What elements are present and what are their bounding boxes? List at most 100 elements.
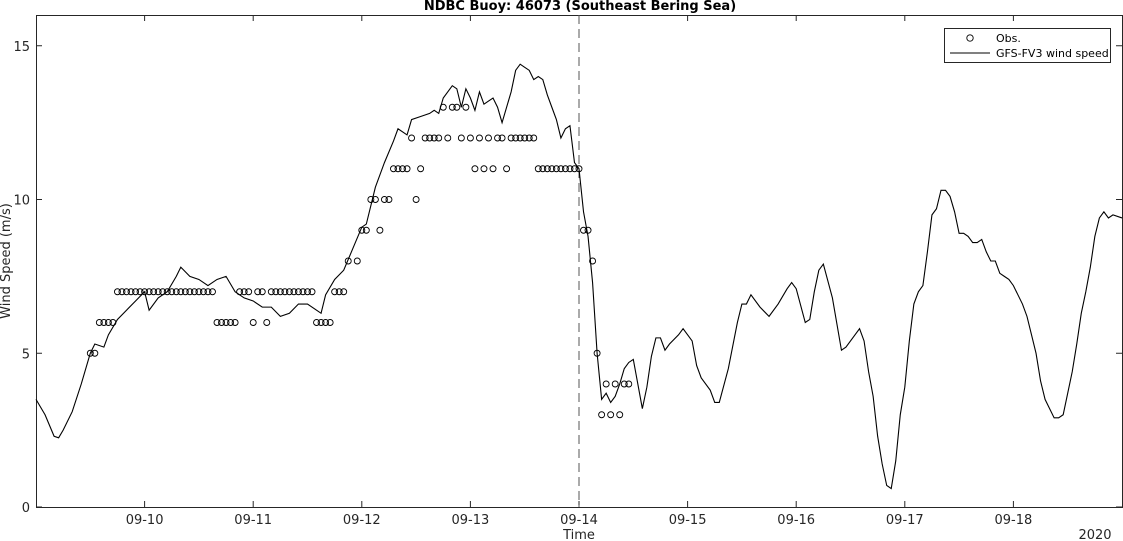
obs-point: [91, 349, 99, 357]
obs-point: [263, 319, 271, 326]
obs-point: [295, 288, 302, 296]
x-tick-label: 09-15: [669, 513, 707, 528]
obs-point: [507, 134, 515, 142]
obs-point: [444, 134, 452, 142]
obs-point: [494, 134, 501, 142]
obs-point: [258, 288, 266, 296]
obs-point: [209, 288, 216, 296]
obs-point: [195, 288, 203, 296]
obs-point: [525, 134, 533, 142]
y-axis: 0 5 10 15: [13, 40, 1122, 516]
obs-point: [290, 288, 298, 296]
obs-point: [611, 380, 619, 388]
obs-point: [390, 165, 397, 173]
obs-point: [276, 288, 284, 296]
obs-point: [159, 288, 167, 296]
obs-point: [86, 349, 94, 357]
obs-point: [362, 226, 370, 234]
obs-point: [453, 103, 461, 111]
obs-point: [154, 288, 162, 296]
obs-point: [109, 319, 117, 326]
obs-point: [267, 288, 275, 296]
obs-point: [313, 319, 320, 326]
x-tick-label: 09-12: [343, 513, 381, 528]
obs-point: [439, 103, 447, 111]
obs-point: [566, 165, 574, 173]
x-axis-label: Time: [562, 528, 595, 541]
obs-point: [227, 319, 235, 326]
obs-point: [521, 134, 529, 142]
obs-point: [213, 319, 221, 326]
obs-point: [385, 196, 393, 203]
obs-point: [607, 411, 615, 419]
obs-point: [430, 134, 438, 142]
obs-point: [281, 288, 289, 296]
obs-point: [417, 165, 425, 173]
obs-point: [620, 380, 628, 388]
year-label: 2020: [1078, 528, 1111, 541]
legend-label-obs: Obs.: [996, 32, 1021, 45]
obs-point: [172, 288, 180, 296]
y-tick-label: 10: [13, 194, 30, 209]
legend-label-model: GFS-FV3 wind speed: [996, 47, 1109, 60]
obs-point: [199, 288, 207, 296]
obs-point: [95, 319, 103, 326]
obs-point: [340, 288, 348, 296]
obs-point: [123, 288, 130, 296]
y-tick-label: 15: [13, 40, 30, 55]
obs-point: [127, 288, 135, 296]
obs-point: [557, 165, 565, 173]
legend: Obs. GFS-FV3 wind speed: [944, 28, 1111, 63]
obs-point: [380, 196, 388, 203]
obs-point: [394, 165, 402, 173]
obs-point: [100, 319, 108, 326]
obs-point: [326, 319, 334, 326]
obs-point: [249, 319, 257, 326]
obs-point: [245, 288, 253, 296]
y-axis-label: Wind Speed (m/s): [0, 203, 14, 319]
obs-point: [548, 165, 556, 173]
obs-point: [218, 319, 225, 326]
obs-point: [598, 411, 606, 419]
x-tick-label: 09-10: [126, 513, 164, 528]
obs-point: [503, 165, 511, 173]
obs-point: [593, 349, 601, 357]
obs-point: [136, 288, 144, 296]
obs-point: [457, 134, 465, 142]
obs-point: [512, 134, 520, 142]
obs-point: [421, 134, 429, 142]
obs-point: [132, 288, 140, 296]
obs-point: [322, 319, 330, 326]
obs-point: [353, 257, 361, 265]
obs-point: [462, 103, 470, 111]
obs-point: [516, 134, 524, 142]
x-tick-label: 09-17: [886, 513, 924, 528]
obs-point: [335, 288, 343, 296]
obs-point: [625, 380, 633, 388]
obs-point: [168, 288, 176, 296]
obs-point: [561, 165, 569, 173]
obs-point: [177, 288, 185, 296]
x-tick-label: 09-11: [234, 513, 272, 528]
obs-point: [145, 288, 153, 296]
obs-point: [584, 226, 592, 234]
obs-point: [272, 288, 280, 296]
obs-point: [498, 134, 506, 142]
obs-point: [408, 134, 416, 142]
obs-point: [141, 288, 149, 296]
obs-point: [236, 288, 244, 296]
obs-point: [371, 196, 379, 203]
series-line-gfs-fv3: [35, 63, 1123, 490]
legend-box: [944, 28, 1111, 63]
obs-point: [118, 288, 126, 296]
obs-point: [367, 196, 375, 203]
obs-point: [317, 319, 325, 326]
obs-point: [448, 103, 456, 111]
obs-point: [602, 380, 610, 388]
obs-point: [580, 226, 587, 234]
obs-point: [466, 134, 474, 142]
obs-point: [190, 288, 198, 296]
obs-point: [575, 165, 583, 173]
obs-point: [412, 196, 420, 203]
obs-point: [204, 288, 212, 296]
